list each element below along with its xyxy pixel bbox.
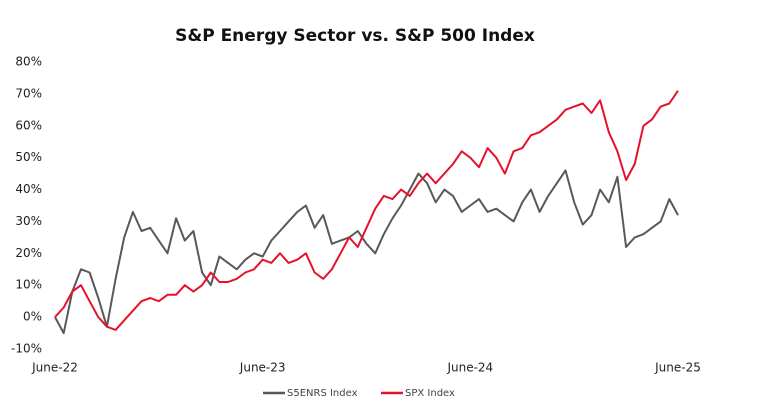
y-tick-label: 0% [23, 310, 42, 324]
x-tick-label: June-25 [654, 361, 701, 375]
x-tick-label: June-23 [239, 361, 286, 375]
legend-label: S5ENRS Index [287, 388, 358, 399]
series-line [54, 169, 679, 335]
y-tick-label: 70% [15, 86, 42, 100]
y-tick-label: 30% [15, 214, 42, 228]
legend-label: SPX Index [405, 388, 455, 399]
y-tick-label: 20% [15, 246, 42, 260]
x-tick-label: June-22 [31, 361, 78, 375]
y-tick-label: 10% [15, 278, 42, 292]
x-tick-label: June-24 [446, 361, 493, 375]
y-tick-label: 60% [15, 118, 42, 132]
y-tick-label: -10% [11, 342, 42, 356]
y-tick-label: 40% [15, 182, 42, 196]
series-line [54, 90, 679, 331]
y-tick-label: 80% [15, 55, 42, 69]
chart-title: S&P Energy Sector vs. S&P 500 Index [175, 26, 535, 46]
y-tick-label: 50% [15, 150, 42, 164]
